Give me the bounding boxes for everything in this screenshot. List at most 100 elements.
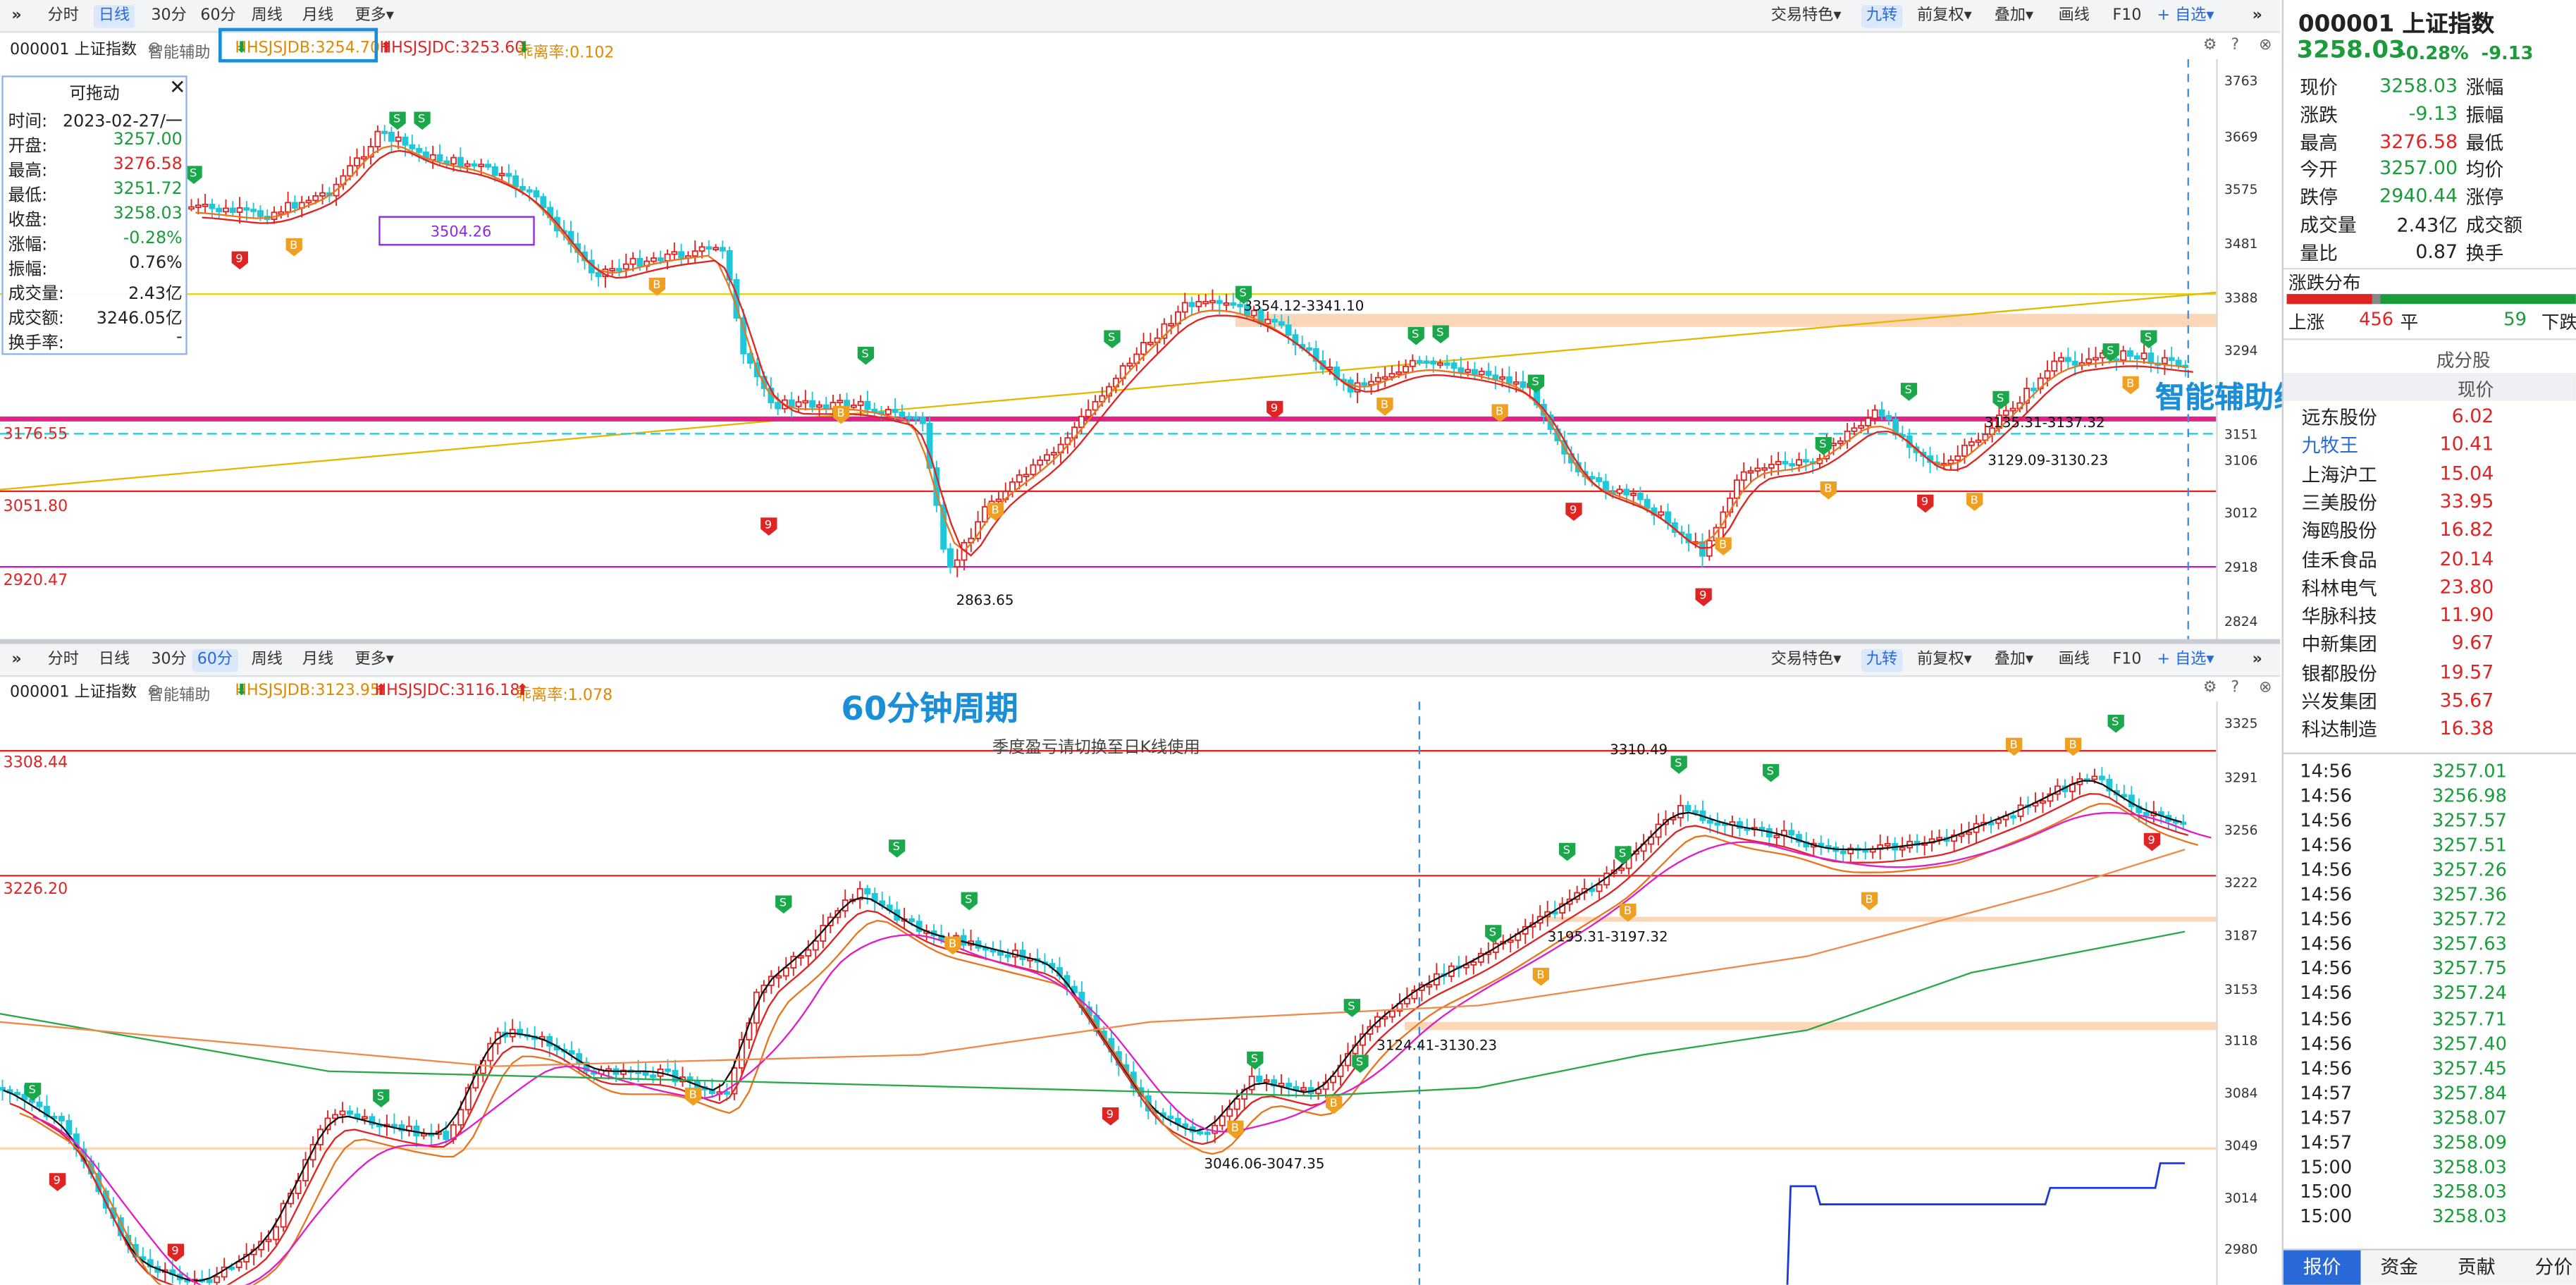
f10-button[interactable]: F10 (2112, 6, 2142, 25)
overlay-menu[interactable]: 叠加▾ (1990, 5, 2038, 28)
candle-body (362, 1116, 368, 1120)
draw-line-button[interactable]: 画线 (2058, 6, 2090, 25)
component-row[interactable]: 佳禾食品 20.14 (2284, 545, 2576, 573)
tab-daily[interactable]: 日线 (93, 4, 135, 28)
draw-line-button[interactable]: 画线 (2058, 651, 2090, 669)
overlay-menu[interactable]: 叠加▾ (1990, 649, 2038, 672)
component-row[interactable]: 中新集团 9.67 (2284, 630, 2576, 658)
component-row[interactable]: 三美股份 33.95 (2284, 488, 2576, 516)
tab-price-dist[interactable]: 分价 (2534, 1255, 2573, 1279)
candle-body (1181, 302, 1188, 313)
tab-monthly[interactable]: 月线 (302, 6, 334, 25)
daily-kline-chart[interactable]: 3504.26 3176.55 3051.80 2920.47 3354.12-3341… (0, 59, 2217, 643)
buy-signal-badge (1620, 903, 1637, 922)
candle-body (1520, 381, 1527, 388)
tab-more[interactable]: 更多▾ (350, 5, 398, 28)
component-row[interactable]: 银都股份 19.57 (2284, 658, 2576, 687)
collapse-icon[interactable]: » (2252, 6, 2262, 25)
add-watchlist-button[interactable]: + 自选▾ (2152, 649, 2219, 672)
candle-body (812, 940, 819, 951)
dist-title: 涨跌分布 (2288, 272, 2361, 295)
nine-signal-badge (1102, 1107, 1119, 1126)
tab-weekly[interactable]: 周线 (251, 651, 283, 669)
ohlc-tooltip[interactable]: 可拖动 ✕ 时间: 2023-02-27/一 开盘: 3257.00 最高: 3276.5… (1, 75, 187, 355)
sell-signal-badge (2140, 330, 2157, 349)
candle-body (1485, 370, 1492, 376)
candle-body (2040, 800, 2046, 804)
gear-icon[interactable]: ⚙ (2202, 678, 2217, 697)
fuquan-menu[interactable]: 前复权▾ (1912, 5, 1977, 28)
close-icon[interactable]: ⊗ (2258, 36, 2272, 54)
close-icon[interactable]: ⊗ (2258, 678, 2272, 697)
candle-body (1219, 1115, 1226, 1126)
tab-funds[interactable]: 资金 (2380, 1255, 2419, 1279)
tick-time: 14:56 (2300, 933, 2353, 956)
tab-fenshi[interactable]: 分时 (47, 6, 79, 25)
trade-feature-menu[interactable]: 交易特色▾ (1766, 5, 1847, 28)
add-watchlist-button[interactable]: + 自选▾ (2152, 5, 2219, 28)
expand-icon[interactable]: » (11, 651, 22, 669)
candle-body (1740, 471, 1747, 481)
candle-body (1684, 804, 1691, 812)
tab-60min[interactable]: 60分 (192, 648, 238, 672)
tick-row: 14:56 3257.45 (2284, 1057, 2576, 1082)
help-icon[interactable]: ? (2231, 678, 2240, 697)
expand-icon[interactable]: » (11, 6, 22, 25)
annotation: 3195.31-3197.32 (1548, 929, 1668, 945)
component-row[interactable]: 远东股份 6.02 (2284, 402, 2576, 431)
jiuzhuan-button[interactable]: 九转 (1861, 648, 1903, 672)
tooltip-label: 换手率: (8, 335, 64, 354)
tab-contribution[interactable]: 贡献 (2458, 1255, 2496, 1279)
tooltip-value: 2023-02-27/一 (62, 113, 183, 132)
tick-price: 3257.40 (2432, 1033, 2507, 1055)
60min-kline-chart[interactable]: 3308.44 3226.20 3310.49 3195.31-3197.32 3124… (0, 701, 2217, 1285)
period-title: 60分钟周期 (841, 688, 1018, 728)
fuquan-menu[interactable]: 前复权▾ (1912, 649, 1977, 672)
candle-body (1878, 409, 1885, 417)
component-row[interactable]: 上海沪工 15.04 (2284, 460, 2576, 488)
h-line-label: 3226.20 (4, 880, 68, 898)
close-icon[interactable]: ✕ (169, 75, 186, 99)
candle-body (908, 918, 916, 923)
tick-row: 14:56 3257.63 (2284, 934, 2576, 959)
trade-feature-menu[interactable]: 交易特色▾ (1766, 649, 1847, 672)
gear-icon[interactable]: ⚙ (2202, 36, 2217, 54)
candle-body (1589, 887, 1596, 892)
jiuzhuan-button[interactable]: 九转 (1861, 4, 1903, 28)
tab-30min[interactable]: 30分 (151, 6, 187, 25)
tab-weekly[interactable]: 周线 (251, 6, 283, 25)
component-row[interactable]: 科达制造 16.38 (2284, 715, 2576, 744)
candle-body (1161, 323, 1168, 339)
help-icon[interactable]: ? (2231, 36, 2240, 54)
trade-feature-label: 交易特色 (1770, 6, 1834, 25)
candle-body (671, 251, 678, 255)
candle-body (1988, 822, 1995, 825)
tab-daily[interactable]: 日线 (98, 651, 130, 669)
tick-time: 14:57 (2300, 1107, 2353, 1129)
quote-label: 最高 (2300, 130, 2338, 154)
signal-badge-text: S (1108, 331, 1115, 344)
chevron-down-icon: ▾ (1964, 651, 1972, 669)
up-label: 上涨 (2288, 312, 2325, 334)
tab-monthly[interactable]: 月线 (302, 651, 334, 669)
tab-fenshi[interactable]: 分时 (47, 651, 79, 669)
nine-signal-badge (2143, 832, 2161, 851)
dist-bar-flat (2372, 294, 2381, 305)
component-row[interactable]: 海鸥股份 16.82 (2284, 516, 2576, 544)
tab-30min[interactable]: 30分 (151, 651, 187, 669)
candle-body (844, 400, 851, 407)
f10-button[interactable]: F10 (2112, 651, 2142, 669)
component-row[interactable]: 兴发集团 35.67 (2284, 687, 2576, 715)
tab-more[interactable]: 更多▾ (350, 649, 398, 672)
component-row[interactable]: 九牧王 10.41 (2284, 431, 2576, 459)
tab-60min[interactable]: 60分 (200, 6, 236, 25)
candle-body (450, 156, 457, 165)
dist-counts: 上涨 456 平 59 下跌 (2288, 309, 2576, 335)
tab-quote[interactable]: 报价 (2283, 1250, 2361, 1285)
component-row[interactable]: 华脉科技 11.90 (2284, 601, 2576, 629)
component-row[interactable]: 科林电气 23.80 (2284, 573, 2576, 601)
plus-icon: + (2157, 6, 2176, 25)
buy-signal-badge (2064, 737, 2082, 756)
collapse-icon[interactable]: » (2252, 651, 2262, 669)
panel-divider[interactable] (0, 639, 2281, 644)
